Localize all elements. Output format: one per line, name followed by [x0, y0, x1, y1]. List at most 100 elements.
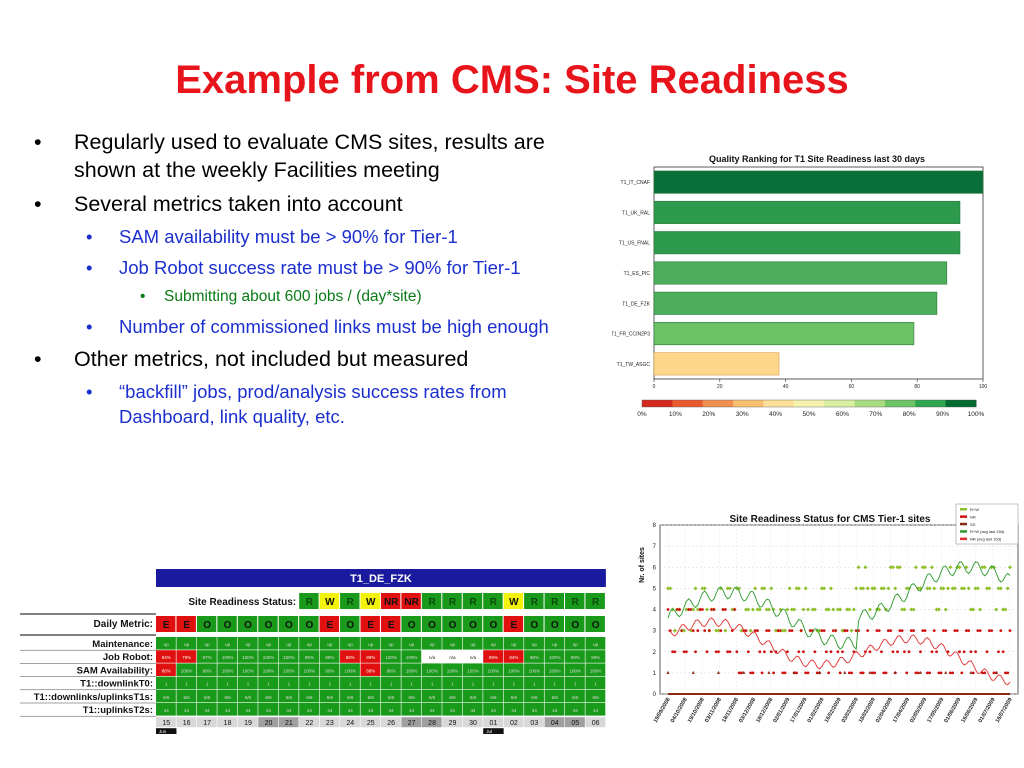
series-nr-point — [967, 629, 971, 633]
bullet-list: • Regularly used to evaluate CMS sites, r… — [30, 128, 605, 435]
series-nr-point — [958, 650, 961, 654]
metric-cell — [421, 637, 442, 650]
readiness-cell — [503, 593, 524, 609]
series-rw-point — [812, 607, 817, 612]
daily-cell — [319, 616, 340, 632]
bullet-dot: • — [86, 226, 93, 247]
metric-value: 100% — [222, 655, 234, 660]
series-rw-point — [695, 607, 700, 612]
metric-cell — [442, 650, 463, 663]
metric-value: 100% — [406, 655, 418, 660]
metric-cell — [462, 650, 483, 663]
metric-value: 6/6 — [490, 695, 497, 700]
metric-cell — [401, 703, 422, 716]
series-rw-avg-line — [667, 561, 1011, 651]
metric-value: 44 — [348, 708, 354, 713]
day-cell — [299, 717, 319, 728]
series-nr-point — [884, 671, 888, 675]
series-sd-point — [994, 670, 998, 674]
metric-cell — [462, 689, 483, 703]
series-nr-point — [1001, 650, 1005, 654]
series-nr-point — [710, 608, 714, 611]
series-rw-point — [666, 586, 670, 591]
day-label: 05 — [571, 720, 579, 727]
series-nr-point — [838, 671, 842, 675]
day-label: 19 — [244, 720, 252, 727]
series-rw-point — [902, 607, 907, 612]
colorbar-segment — [915, 400, 947, 407]
legend-label: R+W (avg last 15d) — [970, 529, 1005, 534]
bullet-dot: • — [34, 347, 42, 371]
metric-cell — [278, 676, 299, 690]
series-rw-point — [845, 607, 850, 612]
bar — [653, 322, 915, 346]
metric-cell — [196, 689, 217, 703]
colorbar-tick-label: 60% — [836, 411, 849, 418]
metric-cell — [278, 663, 299, 676]
series-nr-point — [896, 650, 899, 654]
day-label: 03 — [530, 720, 538, 727]
series-nr-point — [799, 629, 803, 633]
series-nr-point — [684, 650, 688, 654]
sub-bullet-item: • Job Robot success rate must be > 90% fo… — [30, 255, 605, 280]
series-nr-point — [767, 629, 771, 633]
readiness-cell — [421, 593, 442, 609]
metric-cell — [380, 703, 401, 716]
metric-value: up — [225, 642, 231, 647]
series-nr-point — [983, 671, 987, 675]
day-label: 15 — [162, 720, 170, 727]
series-nr-point — [997, 650, 1000, 654]
metric-cell — [544, 676, 565, 690]
month-marker — [156, 728, 177, 734]
series-nr-point — [1008, 629, 1012, 633]
metric-cell — [156, 650, 176, 663]
readiness-cell — [544, 593, 564, 609]
metric-cell — [360, 689, 381, 703]
metric-value: 1 — [390, 682, 393, 687]
day-cell — [156, 717, 176, 728]
series-rw-point — [762, 586, 767, 591]
legend-swatch — [960, 515, 967, 518]
series-nr-point — [829, 650, 833, 654]
metric-cell — [442, 703, 463, 716]
daily-value: E — [367, 620, 374, 631]
daily-cell — [176, 616, 196, 632]
series-rw-point — [943, 607, 948, 612]
series-rw-point — [767, 607, 771, 612]
metric-cell — [565, 676, 585, 690]
series-rw-point — [929, 565, 934, 570]
day-cell — [483, 717, 504, 728]
metric-value: 1 — [288, 682, 291, 687]
series-sd-point — [716, 670, 721, 674]
day-cell — [503, 717, 524, 728]
metric-value: 100% — [549, 668, 561, 673]
metric-value: 90% — [325, 668, 334, 673]
series-sd-point — [691, 670, 695, 674]
series-nr-point — [861, 671, 865, 675]
series-rw-point — [785, 607, 790, 612]
x-tick-label: 17/01/2009 — [790, 697, 809, 724]
metric-cell — [462, 703, 483, 716]
metric-value: 1 — [226, 682, 229, 687]
series-nr-point — [696, 629, 700, 633]
metric-value: 44 — [389, 708, 395, 713]
series-rw-point — [909, 607, 914, 612]
series-nr-point — [964, 629, 968, 633]
metric-value: 6/6 — [388, 695, 395, 700]
readiness-value: NR — [404, 597, 419, 608]
metric-value: 1 — [533, 682, 536, 687]
day-label: 23 — [326, 720, 334, 727]
series-nr-point — [703, 629, 707, 633]
metric-value: up — [286, 642, 292, 647]
day-label: 28 — [428, 720, 436, 727]
y-tick-label: 0 — [653, 692, 657, 698]
metric-value: 6/6 — [368, 695, 375, 700]
series-rw-point — [831, 607, 836, 612]
series-sd-point — [918, 670, 923, 674]
quality-ranking-chart: Quality Ranking for T1 Site Readiness la… — [612, 154, 987, 418]
metric-cell — [565, 650, 585, 663]
daily-value: O — [285, 620, 293, 631]
series-nr-point — [877, 629, 881, 633]
readiness-cell — [483, 593, 503, 609]
y-axis-label: Nr. of sites — [639, 547, 646, 583]
